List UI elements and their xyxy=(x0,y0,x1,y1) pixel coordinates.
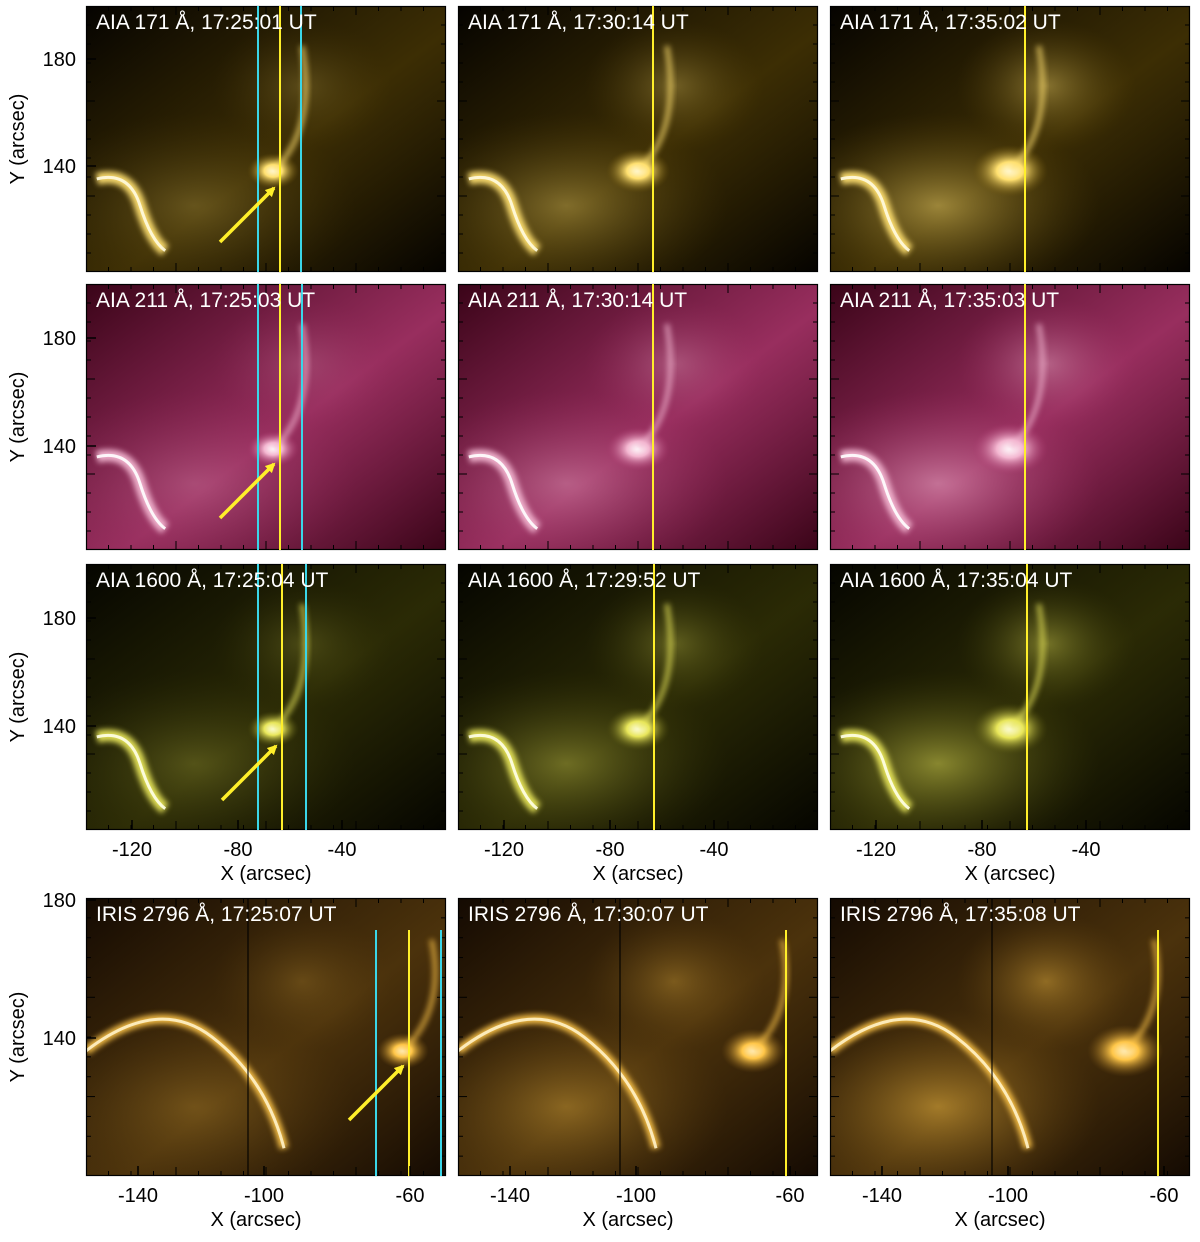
x-tick-label: -120 xyxy=(112,839,152,861)
x-tick-label: -60 xyxy=(776,1185,805,1207)
panel-image xyxy=(830,6,1190,272)
panel-iris2796-2: IRIS 2796 Å, 17:30:07 UT xyxy=(457,897,819,1177)
panel-iris2796-1: IRIS 2796 Å, 17:25:07 UT xyxy=(85,897,447,1177)
panel-image xyxy=(458,564,818,830)
y-tick-label: 140 xyxy=(43,436,76,458)
x-tick-label: -60 xyxy=(1150,1185,1179,1207)
y-tick-label: 140 xyxy=(43,156,76,178)
panel-aia1600-1: AIA 1600 Å, 17:25:04 UT xyxy=(85,563,447,831)
panel-aia171-3: AIA 171 Å, 17:35:02 UT xyxy=(829,5,1191,273)
arrow xyxy=(218,462,276,520)
arrow xyxy=(218,186,276,244)
x-tick-label: -40 xyxy=(1072,839,1101,861)
panel-image xyxy=(86,564,446,830)
y-axis-title: Y (arcsec) xyxy=(7,372,29,463)
x-tick-label: -100 xyxy=(616,1185,656,1207)
y-axis-title: Y (arcsec) xyxy=(7,652,29,743)
x-tick-label: -80 xyxy=(596,839,625,861)
panel-iris2796-3: IRIS 2796 Å, 17:35:08 UT xyxy=(829,897,1191,1177)
panel-image xyxy=(458,898,818,1176)
panel-label: AIA 211 Å, 17:30:14 UT xyxy=(468,289,687,312)
panel-aia171-2: AIA 171 Å, 17:30:14 UT xyxy=(457,5,819,273)
panel-label: AIA 211 Å, 17:35:03 UT xyxy=(840,289,1059,312)
x-axis-title: X (arcsec) xyxy=(220,863,311,885)
panel-image xyxy=(86,284,446,550)
panel-image xyxy=(86,898,446,1176)
panel-label: IRIS 2796 Å, 17:30:07 UT xyxy=(468,903,709,926)
x-tick-label: -80 xyxy=(968,839,997,861)
x-axis-title: X (arcsec) xyxy=(210,1209,301,1231)
x-tick-label: -80 xyxy=(224,839,253,861)
y-axis-title: Y (arcsec) xyxy=(7,992,29,1083)
panel-label: AIA 1600 Å, 17:35:04 UT xyxy=(840,569,1072,592)
x-axis-title: X (arcsec) xyxy=(592,863,683,885)
panel-image xyxy=(86,6,446,272)
y-tick-label: 180 xyxy=(43,49,76,71)
y-axis-title: Y (arcsec) xyxy=(7,94,29,185)
panel-image xyxy=(830,564,1190,830)
arrow xyxy=(347,1064,405,1122)
panel-image xyxy=(830,898,1190,1176)
x-tick-label: -60 xyxy=(396,1185,425,1207)
panel-label: AIA 1600 Å, 17:29:52 UT xyxy=(468,569,700,592)
panel-image xyxy=(458,6,818,272)
x-axis-title: X (arcsec) xyxy=(582,1209,673,1231)
x-tick-label: -100 xyxy=(244,1185,284,1207)
panel-label: IRIS 2796 Å, 17:35:08 UT xyxy=(840,903,1081,926)
y-tick-label: 140 xyxy=(43,1028,76,1050)
panel-label: AIA 211 Å, 17:25:03 UT xyxy=(96,289,315,312)
panel-label: AIA 1600 Å, 17:25:04 UT xyxy=(96,569,328,592)
panel-label: IRIS 2796 Å, 17:25:07 UT xyxy=(96,903,337,926)
panel-image xyxy=(458,284,818,550)
arrow xyxy=(220,744,278,802)
panel-aia211-3: AIA 211 Å, 17:35:03 UT xyxy=(829,283,1191,551)
y-tick-label: 180 xyxy=(43,328,76,350)
panel-label: AIA 171 Å, 17:30:14 UT xyxy=(468,11,689,34)
x-tick-label: -120 xyxy=(484,839,524,861)
y-tick-label: 140 xyxy=(43,716,76,738)
y-tick-label: 180 xyxy=(43,890,76,912)
x-tick-label: -140 xyxy=(490,1185,530,1207)
x-tick-label: -40 xyxy=(328,839,357,861)
panel-aia211-1: AIA 211 Å, 17:25:03 UT xyxy=(85,283,447,551)
panel-aia1600-2: AIA 1600 Å, 17:29:52 UT xyxy=(457,563,819,831)
x-tick-label: -100 xyxy=(988,1185,1028,1207)
x-axis-title: X (arcsec) xyxy=(954,1209,1045,1231)
x-tick-label: -140 xyxy=(862,1185,902,1207)
x-tick-label: -40 xyxy=(700,839,729,861)
panel-image xyxy=(830,284,1190,550)
panel-label: AIA 171 Å, 17:35:02 UT xyxy=(840,11,1061,34)
x-tick-label: -140 xyxy=(118,1185,158,1207)
panel-label: AIA 171 Å, 17:25:01 UT xyxy=(96,11,317,34)
x-axis-title: X (arcsec) xyxy=(964,863,1055,885)
panel-aia171-1: AIA 171 Å, 17:25:01 UT xyxy=(85,5,447,273)
panel-aia1600-3: AIA 1600 Å, 17:35:04 UT xyxy=(829,563,1191,831)
panel-aia211-2: AIA 211 Å, 17:30:14 UT xyxy=(457,283,819,551)
x-tick-label: -120 xyxy=(856,839,896,861)
y-tick-label: 180 xyxy=(43,608,76,630)
